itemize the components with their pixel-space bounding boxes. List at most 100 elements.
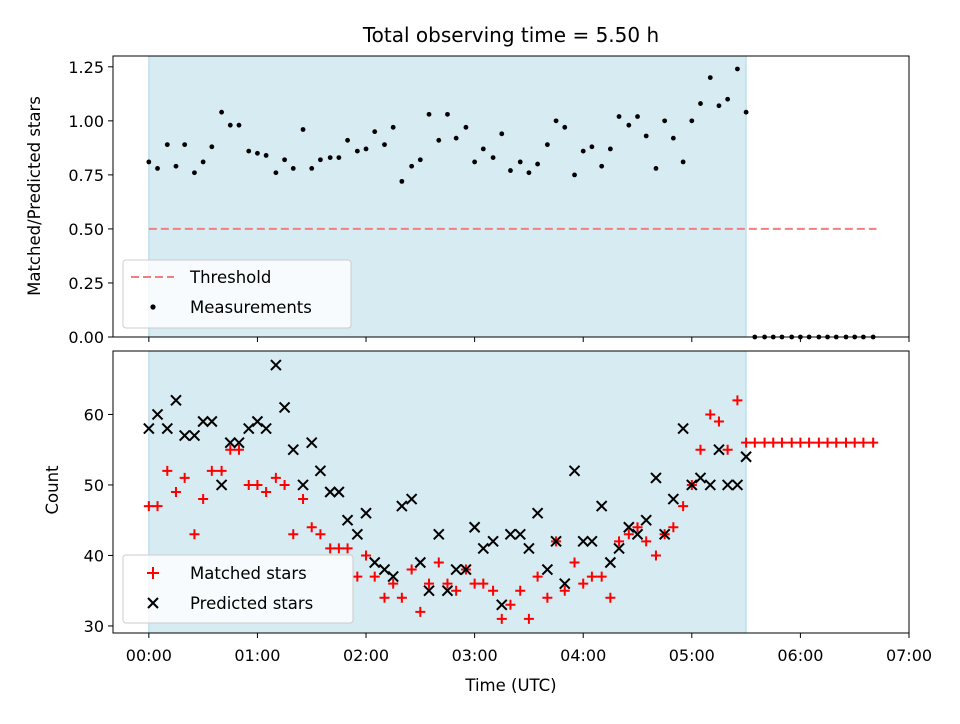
measurements-point (653, 166, 659, 171)
measurements-point (616, 114, 622, 119)
measurements-point (354, 148, 360, 154)
ratio-y-tick-label: 0.50 (68, 220, 104, 239)
predicted-stars-point (450, 563, 462, 576)
matched-stars-point (288, 529, 299, 540)
predicted-stars-point (143, 422, 155, 435)
measurements-point (670, 135, 676, 141)
predicted-stars-point (667, 493, 680, 505)
predicted-stars-point (631, 528, 644, 541)
predicted-stars-point (586, 535, 598, 548)
matched-stars-point (614, 536, 625, 547)
threshold-legend-label: Threshold (189, 268, 271, 287)
measurements-point (436, 137, 442, 143)
measurements-point (146, 159, 152, 165)
measurements-point (363, 146, 369, 152)
predicted-stars-point (504, 528, 517, 541)
measurements-point (282, 157, 287, 163)
measurements-point (599, 163, 605, 169)
measurements-point (318, 157, 323, 163)
matched-stars-point (152, 501, 163, 512)
matched-stars-point (424, 578, 435, 589)
measurements-point (417, 157, 423, 163)
predicted-stars-point (151, 408, 164, 421)
ratio-y-tick-label: 1.00 (68, 112, 104, 131)
ratio-y-axis-label: Matched/Predicted stars (25, 96, 44, 296)
measurements-point (246, 148, 252, 154)
measurements-point (345, 137, 350, 143)
count-legend-frame (122, 554, 354, 624)
predicted-stars-point (686, 479, 698, 491)
matched-stars-point (488, 585, 499, 596)
measurements-point (263, 153, 269, 158)
predicted-stars-point (251, 415, 264, 428)
measurements-point (192, 170, 197, 176)
matched-stars-point (325, 543, 336, 554)
matched-stars-point (623, 529, 634, 540)
count-axes-frame (112, 350, 910, 634)
predicted-stars-point (206, 415, 218, 428)
matched-stars-point (415, 606, 426, 617)
measurements-legend-swatch (150, 304, 156, 310)
matched-stars-point (143, 501, 154, 512)
count-x-tick-label: 02:00 (343, 646, 389, 665)
measurements-point (689, 118, 695, 124)
matched-stars-point (732, 395, 743, 406)
measurements-point (662, 118, 668, 124)
matched-stars-point (361, 550, 372, 561)
matched-stars-point (523, 613, 534, 624)
matched-stars-point (759, 437, 770, 448)
predicted-legend-swatch (147, 597, 159, 609)
measurements-point (643, 133, 649, 139)
ratio-y-tick-label: 1.25 (68, 58, 104, 77)
predicted-stars-point (721, 479, 734, 491)
matched-stars-point (478, 578, 489, 589)
measurements-point (463, 124, 469, 130)
predicted-stars-point (396, 500, 408, 512)
predicted-stars-point (731, 479, 744, 491)
predicted-stars-point (514, 528, 526, 541)
matched-stars-point (315, 529, 326, 540)
matched-legend-label: Matched stars (190, 564, 307, 583)
measurements-point (372, 129, 378, 135)
predicted-stars-point (369, 556, 381, 569)
measurements-point (173, 163, 179, 169)
count-x-tick-label: 00:00 (126, 646, 172, 665)
measurements-point (607, 146, 613, 152)
predicted-stars-point (414, 556, 427, 569)
measurements-point (635, 114, 640, 119)
predicted-stars-point (270, 359, 282, 371)
measurements-point (480, 146, 486, 152)
predicted-stars-point (595, 500, 608, 512)
predicted-stars-point (287, 443, 299, 456)
count-legend: Matched stars Predicted stars (122, 554, 354, 624)
measurements-point (553, 118, 559, 124)
measurements-point (382, 142, 387, 148)
matched-stars-point (632, 522, 643, 533)
matched-stars-point (306, 522, 317, 533)
predicted-stars-point (477, 542, 490, 555)
count-y-tick-label: 40 (84, 546, 104, 565)
matched-stars-point (650, 550, 661, 561)
measurements-point (209, 144, 215, 150)
measurements-point (255, 150, 260, 156)
matched-stars-point (768, 437, 779, 448)
matched-stars-point (388, 578, 399, 589)
ratio-legend-frame (122, 259, 352, 329)
measurements-point (535, 161, 541, 167)
matched-stars-point (596, 571, 607, 582)
matched-stars-point (279, 479, 290, 490)
measurements-point (743, 109, 749, 115)
predicted-stars-point (640, 514, 652, 526)
predicted-stars-point (197, 415, 209, 428)
matched-stars-point (505, 599, 516, 610)
count-x-tick-label: 03:00 (452, 646, 498, 665)
measurements-point (227, 122, 233, 128)
predicted-stars-point (650, 472, 662, 484)
measurements-point (300, 127, 306, 132)
ratio-legend: Threshold Measurements (122, 259, 352, 329)
matched-stars-point (868, 437, 879, 448)
measurements-point (508, 168, 513, 173)
matched-stars-point (198, 494, 209, 505)
matched-stars-point (705, 409, 716, 420)
matched-stars-point (496, 613, 507, 624)
